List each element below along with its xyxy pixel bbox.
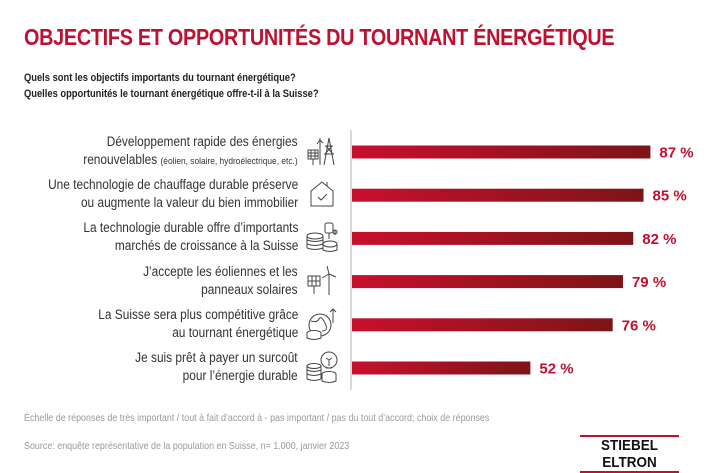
bar — [352, 188, 644, 202]
category-label-line-1: Je suis prêt à payer un surcoût — [135, 350, 298, 365]
solar-wind-icon — [305, 264, 339, 298]
value-label: 85 % — [653, 188, 687, 205]
subtitle-line-2: Quelles opportunités le tournant énergét… — [24, 88, 319, 100]
bar — [352, 145, 651, 159]
category-label-line-2-text: panneaux solaires — [201, 281, 298, 297]
house-check-icon — [305, 177, 339, 211]
category-label-line-2: marchés de croissance à la Suisse — [83, 237, 298, 255]
category-label-line-1: La technologie durable offre d’important… — [82, 220, 298, 236]
value-label: 79 % — [632, 274, 666, 291]
category-label-line-1: Développement rapide des énergies — [107, 134, 298, 149]
category-label-line-2: renouvelables (éolien, solaire, hydroéle… — [84, 151, 298, 171]
category-label-line-2: pour l’énergie durable — [136, 367, 298, 385]
value-label: 87 % — [659, 145, 693, 162]
category-label-line-2: au tournant énergétique — [98, 324, 298, 342]
category-label-line-2-text: ou augmente la valeur du bien immobilier — [80, 195, 298, 211]
globe-growth-icon — [305, 307, 339, 341]
bar — [352, 361, 531, 375]
subtitle-line-1: Quels sont les objectifs importants du t… — [24, 72, 296, 84]
value-label: 52 % — [539, 361, 573, 378]
category-label-line-1: La Suisse sera plus compétitive grâce — [97, 306, 298, 322]
category-label-line-2: ou augmente la valeur du bien immobilier — [48, 194, 298, 212]
renewable-energy-icon — [305, 134, 339, 168]
category-label: Développement rapide des énergies renouve… — [84, 133, 298, 171]
page-title: OBJECTIFS ET OPPORTUNITÉS DU TOURNANT ÉN… — [24, 24, 615, 50]
bar — [352, 275, 623, 289]
coins-bulb-icon — [305, 350, 339, 384]
footnote: Échelle de réponses de très important / … — [24, 412, 490, 424]
category-label: La Suisse sera plus compétitive grâce au … — [98, 306, 298, 342]
coins-heat-pump-icon — [305, 220, 339, 254]
bar — [352, 231, 634, 245]
category-label: Une technologie de chauffage durable pré… — [48, 176, 298, 212]
category-label-line-1: Une technologie de chauffage durable pré… — [47, 177, 298, 193]
source-note: Source: enquête représentative de la pop… — [24, 440, 350, 452]
bar — [352, 318, 613, 332]
category-label-line-2-text: renouvelables — [83, 152, 158, 167]
category-label: Je suis prêt à payer un surcoût pour l’én… — [136, 349, 298, 385]
category-label-line-2-text: pour l’énergie durable — [183, 368, 298, 383]
category-label: La technologie durable offre d’important… — [83, 219, 298, 255]
value-label: 82 % — [642, 231, 676, 248]
category-label-line-2: panneaux solaires — [143, 281, 298, 299]
category-label: J’accepte les éoliennes et les panneaux s… — [143, 263, 298, 299]
brand-logo: STIEBEL ELTRON — [580, 435, 679, 473]
category-label-line-2-text: marchés de croissance à la Suisse — [114, 238, 298, 254]
category-label-line-1: J’accepte les éoliennes et les — [143, 263, 298, 279]
value-label: 76 % — [622, 317, 656, 334]
category-label-note: (éolien, solaire, hydroélectrique, etc.) — [160, 156, 298, 167]
category-label-line-2-text: au tournant énergétique — [171, 324, 298, 340]
